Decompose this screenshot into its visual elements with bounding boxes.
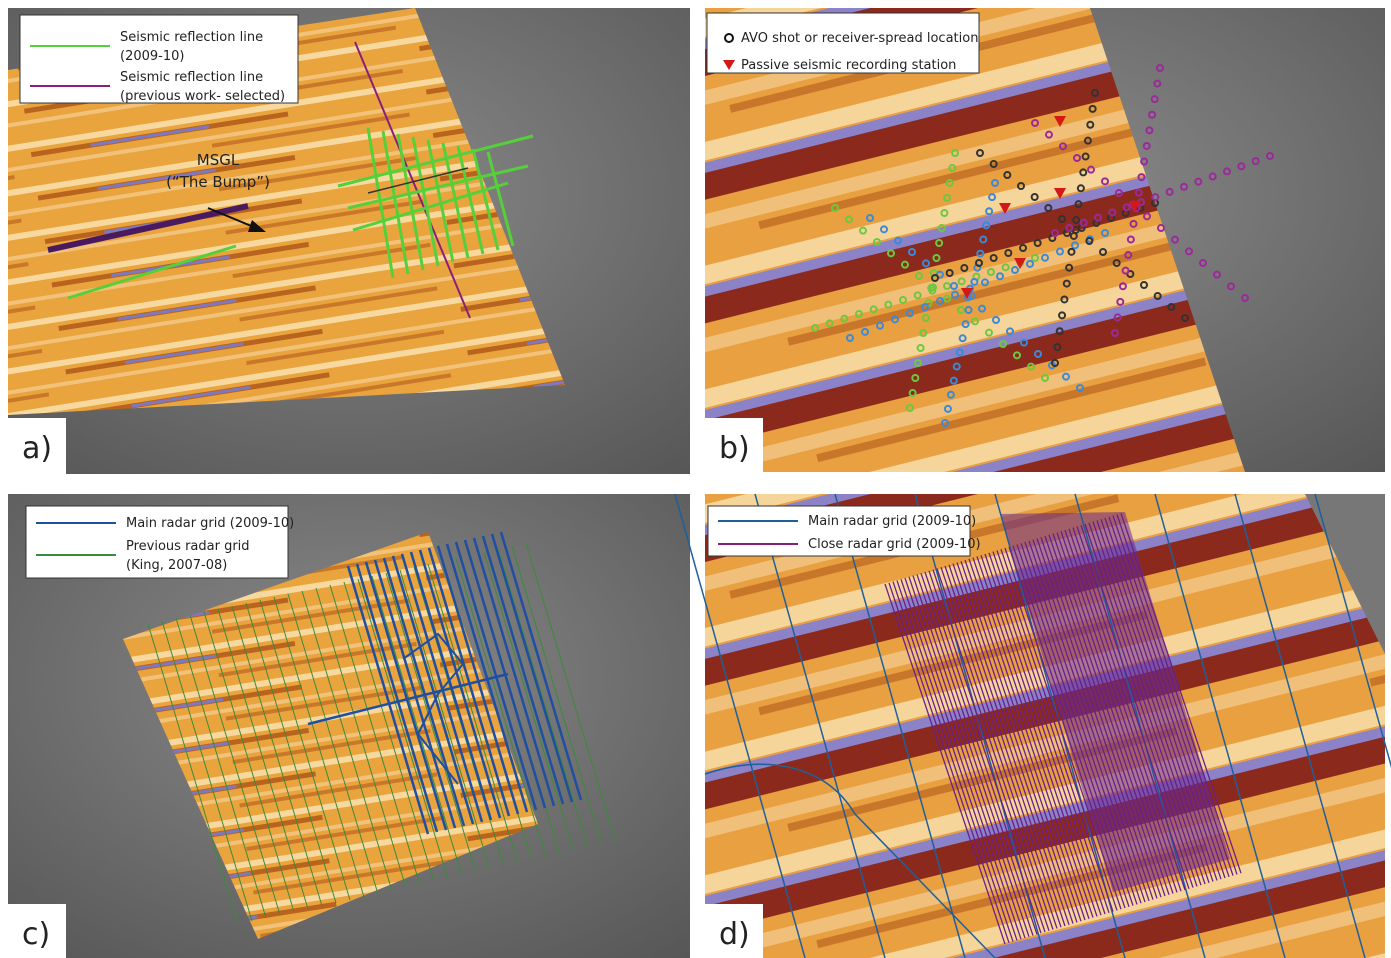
figure: Seismic reflection line (2009-10) Seismic … xyxy=(0,0,1391,958)
legend-label: (King, 2007-08) xyxy=(126,558,227,573)
panel-label: a) xyxy=(22,431,52,466)
legend-label: Passive seismic recording station xyxy=(741,58,956,73)
legend-label: Previous radar grid xyxy=(126,539,250,554)
annotation: (“The Bump”) xyxy=(166,173,270,191)
panel-a: Seismic reflection line (2009-10) Seismic … xyxy=(8,8,690,474)
legend-label: Seismic reflection line xyxy=(120,70,263,85)
panel-label: b) xyxy=(719,431,750,466)
legend-label: Main radar grid (2009-10) xyxy=(808,514,976,529)
panel-label: d) xyxy=(719,917,750,952)
legend-label: (previous work- selected) xyxy=(120,89,285,104)
annotation: MSGL xyxy=(197,151,240,169)
legend-label: (2009-10) xyxy=(120,49,184,64)
legend-label: Seismic reflection line xyxy=(120,30,263,45)
panel-c: Main radar grid (2009-10) Previous radar … xyxy=(8,494,690,958)
legend-label: Main radar grid (2009-10) xyxy=(126,516,294,531)
legend-label: Close radar grid (2009-10) xyxy=(808,537,981,552)
panel-d: Main radar grid (2009-10) Close radar gri… xyxy=(675,494,1391,958)
panel-b: AVO shot or receiver-spread location Pass… xyxy=(705,8,1385,474)
legend-label: AVO shot or receiver-spread location xyxy=(741,31,978,46)
panel-label: c) xyxy=(22,917,50,952)
